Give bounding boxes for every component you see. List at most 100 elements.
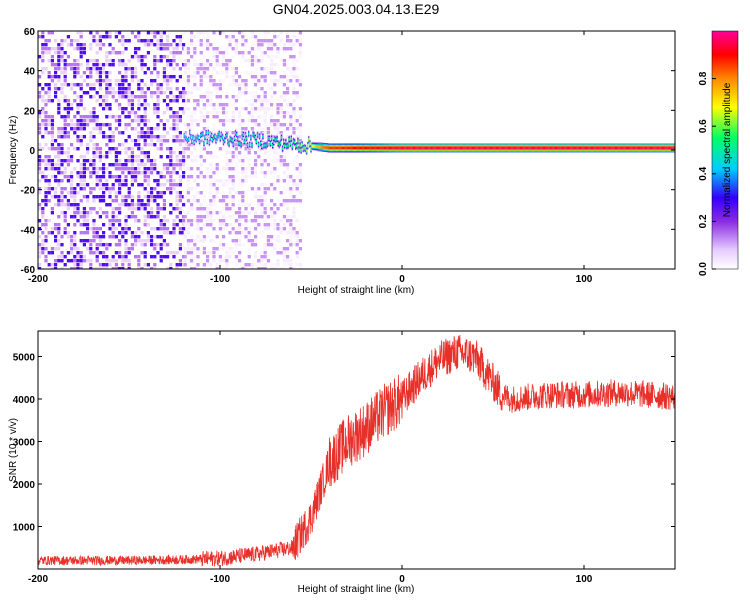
heatmap-cell	[257, 83, 260, 86]
heatmap-cell	[283, 95, 286, 98]
heatmap-cell	[150, 95, 153, 98]
heatmap-cell	[248, 111, 251, 114]
heatmap-cell	[187, 199, 190, 202]
heatmap-cell	[96, 127, 99, 130]
heatmap-cell	[254, 59, 257, 62]
heatmap-cell	[273, 47, 276, 50]
heatmap-cell	[251, 259, 254, 262]
heatmap-cell	[212, 67, 215, 70]
heatmap-cell	[131, 95, 134, 98]
ridge-cell	[203, 142, 204, 145]
heatmap-cell	[238, 211, 241, 214]
heatmap-cell	[196, 31, 199, 34]
heatmap-cell	[179, 231, 182, 234]
heatmap-cell	[235, 95, 238, 98]
heatmap-cell	[280, 107, 283, 110]
heatmap-cell	[190, 119, 193, 122]
heatmap-cell	[251, 95, 254, 98]
heatmap-cell	[73, 199, 76, 202]
heatmap-cell	[147, 215, 150, 218]
heatmap-cell	[118, 131, 121, 134]
heatmap-cell	[276, 207, 279, 210]
heatmap-cell	[166, 79, 169, 82]
heatmap-cell	[216, 163, 219, 166]
heatmap-cell	[60, 255, 63, 258]
heatmap-cell	[64, 107, 67, 110]
heatmap-cell	[96, 51, 99, 54]
heatmap-cell	[225, 195, 228, 198]
heatmap-cell	[92, 59, 95, 62]
heatmap-cell	[273, 123, 276, 126]
heatmap-cell	[254, 151, 257, 154]
ridge-cell	[244, 140, 245, 143]
heatmap-cell	[73, 127, 76, 130]
heatmap-cell	[232, 183, 235, 186]
heatmap-cell	[209, 251, 212, 254]
heatmap-cell	[283, 191, 286, 194]
heatmap-cell	[86, 63, 89, 66]
heatmap-cell	[238, 203, 241, 206]
heatmap-cell	[160, 31, 163, 34]
heatmap-cell	[187, 219, 190, 222]
heatmap-cell	[128, 123, 131, 126]
heatmap-cell	[184, 223, 187, 226]
heatmap-cell	[102, 191, 105, 194]
heatmap-cell	[254, 107, 257, 110]
heatmap-cell	[203, 195, 206, 198]
heatmap-cell	[67, 163, 70, 166]
heatmap-cell	[124, 167, 127, 170]
heatmap-cell	[238, 115, 241, 118]
heatmap-cell	[283, 47, 286, 50]
heatmap-cell	[169, 63, 172, 66]
heatmap-cell	[238, 215, 241, 218]
heatmap-cell	[48, 131, 51, 134]
heatmap-cell	[206, 87, 209, 90]
heatmap-cell	[105, 243, 108, 246]
heatmap-cell	[225, 247, 228, 250]
heatmap-cell	[144, 175, 147, 178]
heatmap-cell	[187, 63, 190, 66]
heatmap-cell	[299, 79, 302, 82]
heatmap-cell	[128, 251, 131, 254]
heatmap-cell	[76, 63, 79, 66]
heatmap-cell	[193, 199, 196, 202]
heatmap-cell	[57, 63, 60, 66]
heatmap-cell	[254, 243, 257, 246]
heatmap-cell	[166, 131, 169, 134]
heatmap-cell	[182, 203, 185, 206]
heatmap-cell	[196, 207, 199, 210]
heatmap-cell	[276, 123, 279, 126]
y-tick-label: 4000	[13, 395, 36, 406]
heatmap-cell	[153, 163, 156, 166]
heatmap-cell	[260, 199, 263, 202]
heatmap-cell	[134, 51, 137, 54]
heatmap-cell	[137, 199, 140, 202]
heatmap-cell	[83, 259, 86, 262]
heatmap-cell	[92, 231, 95, 234]
heatmap-cell	[67, 147, 70, 150]
heatmap-cell	[51, 99, 54, 102]
heatmap-cell	[137, 219, 140, 222]
heatmap-cell	[254, 235, 257, 238]
heatmap-cell	[286, 187, 289, 190]
heatmap-cell	[264, 75, 267, 78]
heatmap-cell	[70, 251, 73, 254]
heatmap-cell	[99, 79, 102, 82]
heatmap-cell	[137, 103, 140, 106]
heatmap-cell	[166, 55, 169, 58]
heatmap-cell	[238, 159, 241, 162]
heatmap-cell	[99, 71, 102, 74]
heatmap-cell	[292, 227, 295, 230]
heatmap-cell	[150, 79, 153, 82]
heatmap-cell	[267, 223, 270, 226]
heatmap-cell	[160, 191, 163, 194]
heatmap-cell	[128, 111, 131, 114]
heatmap-cell	[147, 51, 150, 54]
heatmap-cell	[153, 67, 156, 70]
heatmap-cell	[257, 151, 260, 154]
heatmap-cell	[260, 55, 263, 58]
heatmap-cell	[147, 131, 150, 134]
heatmap-cell	[67, 191, 70, 194]
heatmap-cell	[276, 35, 279, 38]
